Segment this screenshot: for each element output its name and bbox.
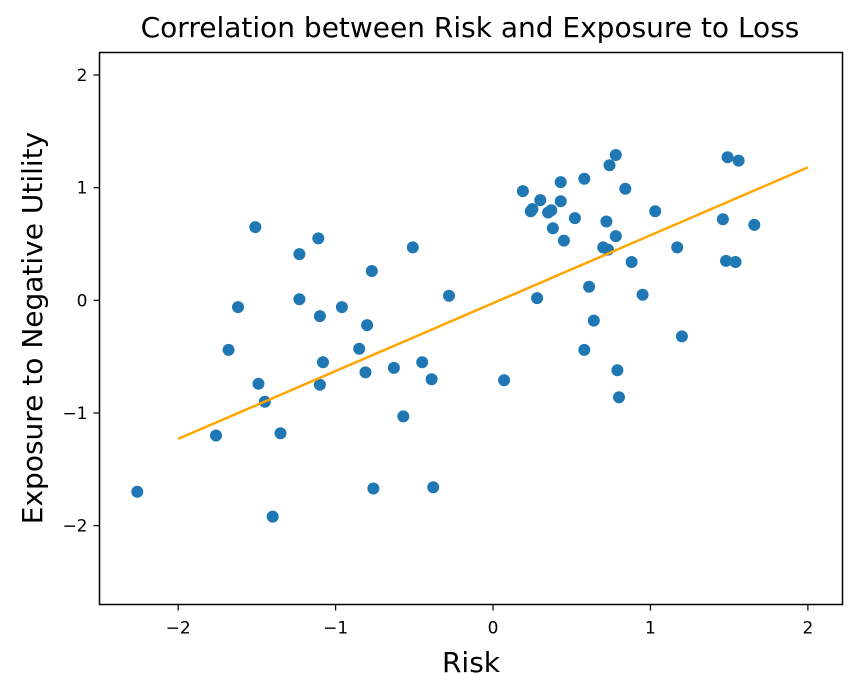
y-tick-label: 1	[77, 179, 88, 199]
data-point	[545, 204, 558, 217]
data-point	[729, 256, 742, 268]
x-tick-label: 0	[488, 619, 499, 639]
data-point	[131, 485, 144, 498]
data-point	[416, 356, 429, 369]
data-point	[210, 429, 222, 442]
data-point	[317, 356, 329, 369]
data-point	[293, 293, 306, 306]
data-point	[583, 280, 596, 293]
data-point	[516, 185, 529, 198]
data-point	[252, 377, 265, 390]
data-point	[397, 410, 410, 423]
x-tick-label: 2	[802, 619, 813, 639]
data-point	[232, 301, 244, 314]
x-axis-label: Risk	[442, 646, 501, 679]
data-point	[443, 289, 455, 302]
data-point	[387, 361, 400, 374]
chart-title: Correlation between Risk and Exposure to…	[141, 11, 800, 44]
data-point	[427, 481, 440, 494]
data-point	[498, 374, 511, 387]
data-point	[534, 194, 547, 207]
axis-ticks: −2 −1 0 1 2 −2 −1 0 1 2	[62, 66, 813, 638]
data-point	[671, 241, 684, 254]
data-point	[313, 310, 326, 323]
y-tick-label: 2	[77, 66, 88, 86]
y-axis-label: Exposure to Negative Utility	[16, 132, 49, 524]
data-point	[313, 378, 326, 391]
data-point	[578, 172, 591, 185]
data-point	[636, 288, 649, 301]
data-point	[613, 391, 625, 404]
data-point	[619, 182, 632, 195]
data-point	[625, 256, 638, 268]
data-point	[554, 176, 567, 189]
trend-line	[177, 166, 809, 441]
data-point	[587, 314, 600, 327]
data-point	[222, 343, 235, 356]
data-point	[721, 151, 734, 164]
data-point	[531, 292, 544, 305]
data-point	[603, 159, 616, 172]
data-point	[365, 265, 378, 277]
data-point	[274, 427, 287, 440]
data-point	[353, 342, 366, 355]
data-point	[266, 510, 279, 523]
data-point	[649, 205, 662, 218]
y-tick-label: −2	[62, 517, 87, 537]
data-point	[578, 343, 591, 356]
data-point	[425, 373, 438, 386]
data-point	[249, 221, 262, 234]
data-point	[557, 234, 570, 247]
data-point	[335, 301, 348, 314]
data-point	[748, 218, 761, 231]
data-point	[312, 232, 325, 245]
data-point	[716, 213, 729, 226]
x-tick-label: 1	[645, 619, 656, 639]
data-point	[554, 195, 567, 208]
data-point	[293, 248, 306, 261]
data-point	[526, 203, 539, 216]
data-point	[609, 230, 622, 243]
data-point	[611, 364, 624, 377]
data-point	[359, 366, 372, 379]
data-point	[609, 149, 622, 161]
data-point	[675, 330, 688, 343]
axes-frame	[98, 51, 844, 606]
y-tick-label: −1	[62, 404, 87, 424]
data-point	[568, 212, 581, 225]
data-point	[546, 222, 559, 235]
x-tick-label: −2	[166, 619, 191, 639]
data-point	[600, 215, 613, 228]
x-tick-label: −1	[323, 619, 348, 639]
data-point	[361, 319, 374, 332]
y-tick-label: 0	[77, 291, 88, 311]
data-point	[406, 241, 419, 254]
data-point	[732, 154, 745, 167]
data-point	[367, 482, 380, 495]
plot-area	[131, 149, 809, 523]
data-point	[720, 254, 732, 267]
